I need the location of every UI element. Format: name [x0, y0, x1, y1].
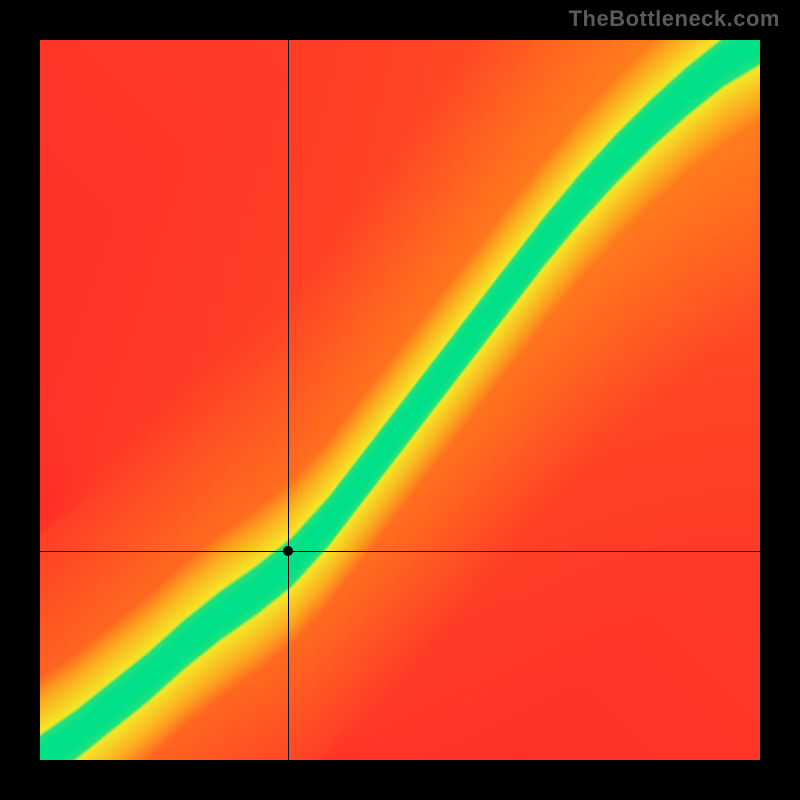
plot-area	[40, 40, 760, 760]
chart-container: TheBottleneck.com	[0, 0, 800, 800]
crosshair-horizontal	[40, 551, 760, 552]
watermark-text: TheBottleneck.com	[569, 6, 780, 32]
heatmap-canvas	[40, 40, 760, 760]
marker-point	[283, 546, 293, 556]
crosshair-vertical	[288, 40, 289, 760]
